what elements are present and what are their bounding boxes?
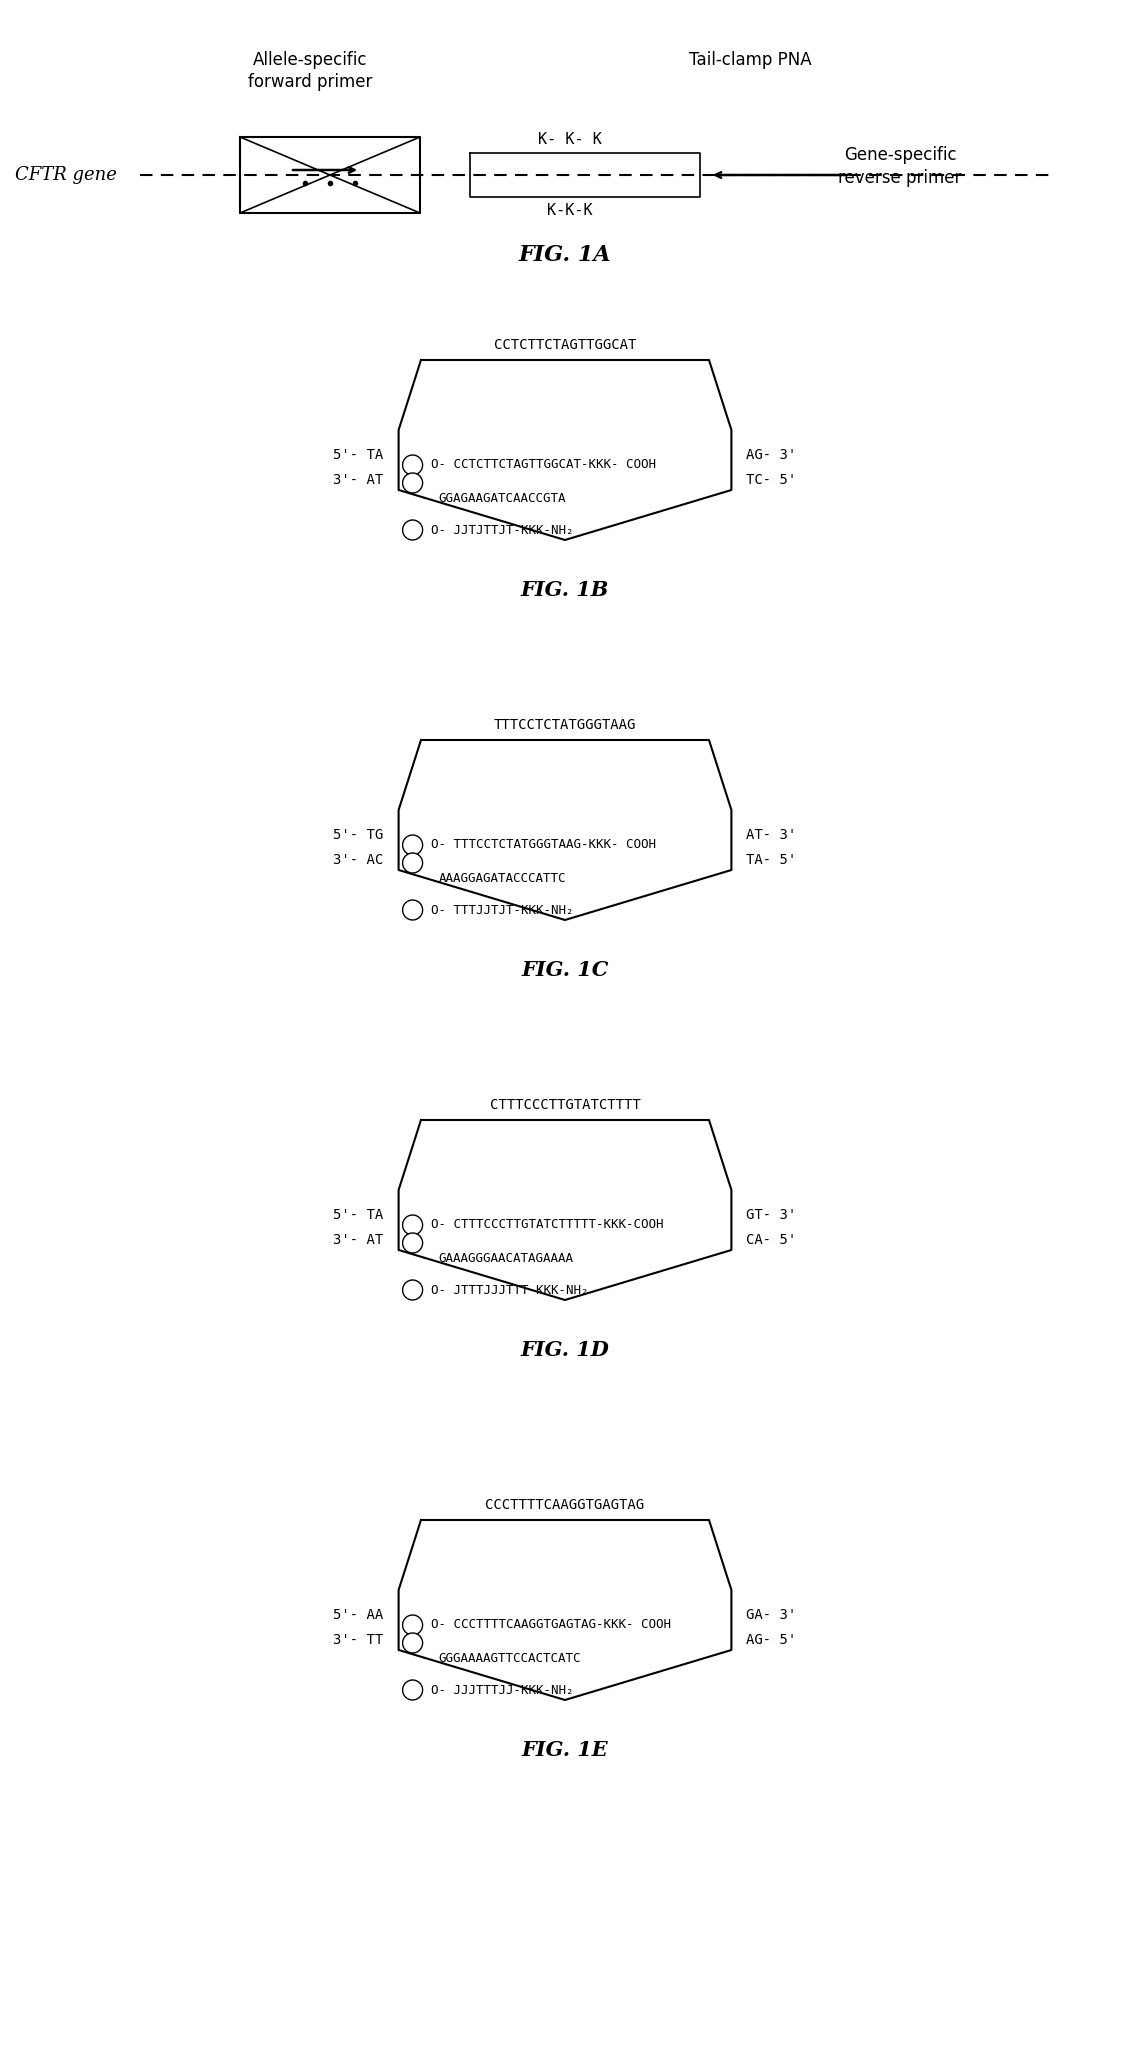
Text: AG- 3': AG- 3' <box>746 448 796 463</box>
Circle shape <box>403 835 423 856</box>
Text: TTTCCTCTATGGGTAAG: TTTCCTCTATGGGTAAG <box>494 718 636 732</box>
Text: AAAGGAGATACCCATTC: AAAGGAGATACCCATTC <box>439 872 567 885</box>
Text: FIG. 1C: FIG. 1C <box>521 961 608 979</box>
Circle shape <box>403 455 423 475</box>
Text: O- TTTJJTJT-KKK-NH₂: O- TTTJJTJT-KKK-NH₂ <box>431 903 573 917</box>
Text: GGGAAAAGTTCCACTCATC: GGGAAAAGTTCCACTCATC <box>439 1652 581 1664</box>
Circle shape <box>403 1633 423 1654</box>
Circle shape <box>403 854 423 872</box>
Circle shape <box>403 1615 423 1635</box>
Text: AT- 3': AT- 3' <box>746 829 796 841</box>
Text: O- TTTCCTCTATGGGTAAG-KKK- COOH: O- TTTCCTCTATGGGTAAG-KKK- COOH <box>431 839 656 852</box>
Text: K-K-K: K-K-K <box>547 204 593 218</box>
Text: 5'- TA: 5'- TA <box>334 448 383 463</box>
Circle shape <box>403 1279 423 1300</box>
Text: FIG. 1D: FIG. 1D <box>520 1339 610 1360</box>
Text: Gene-specific: Gene-specific <box>844 146 957 165</box>
Circle shape <box>403 1232 423 1253</box>
Text: CA- 5': CA- 5' <box>746 1232 796 1247</box>
Text: TC- 5': TC- 5' <box>746 473 796 488</box>
Text: K- K- K: K- K- K <box>538 132 602 146</box>
Text: GT- 3': GT- 3' <box>746 1207 796 1222</box>
Text: O- CCTCTTCTAGTTGGCAT-KKK- COOH: O- CCTCTTCTAGTTGGCAT-KKK- COOH <box>431 459 656 471</box>
Text: forward primer: forward primer <box>248 72 372 91</box>
Text: O- JJTJTTJT-KKK-NH₂: O- JJTJTTJT-KKK-NH₂ <box>431 522 573 537</box>
Text: Tail-clamp PNA: Tail-clamp PNA <box>689 51 811 70</box>
Text: GGAGAAGATCAACCGTA: GGAGAAGATCAACCGTA <box>439 492 567 504</box>
Text: AG- 5': AG- 5' <box>746 1633 796 1648</box>
Text: CFTR gene: CFTR gene <box>15 167 116 183</box>
Text: GAAAGGGAACATAGAAAA: GAAAGGGAACATAGAAAA <box>439 1251 573 1265</box>
Text: O- JJJTTTJJ-KKK-NH₂: O- JJJTTTJJ-KKK-NH₂ <box>431 1683 573 1697</box>
Text: FIG. 1E: FIG. 1E <box>521 1740 608 1761</box>
Text: 3'- AT: 3'- AT <box>334 473 383 488</box>
Circle shape <box>403 1216 423 1234</box>
Text: Allele-specific: Allele-specific <box>252 51 368 70</box>
Circle shape <box>403 901 423 919</box>
Text: 3'- TT: 3'- TT <box>334 1633 383 1648</box>
Text: 5'- TA: 5'- TA <box>334 1207 383 1222</box>
Text: 3'- AT: 3'- AT <box>334 1232 383 1247</box>
Text: reverse primer: reverse primer <box>838 169 961 187</box>
Text: FIG. 1A: FIG. 1A <box>519 245 612 265</box>
Circle shape <box>403 520 423 541</box>
Text: FIG. 1B: FIG. 1B <box>520 580 610 601</box>
Text: CCCTTTTCAAGGTGAGTAG: CCCTTTTCAAGGTGAGTAG <box>485 1497 645 1512</box>
Text: 3'- AC: 3'- AC <box>334 854 383 866</box>
Text: TA- 5': TA- 5' <box>746 854 796 866</box>
Text: CCTCTTCTAGTTGGCAT: CCTCTTCTAGTTGGCAT <box>494 337 636 352</box>
Text: O- CCCTTTTCAAGGTGAGTAG-KKK- COOH: O- CCCTTTTCAAGGTGAGTAG-KKK- COOH <box>431 1619 671 1631</box>
Text: 5'- TG: 5'- TG <box>334 829 383 841</box>
Text: 5'- AA: 5'- AA <box>334 1609 383 1623</box>
Text: O- CTTTCCCTTGTATCTTTTT-KKK-COOH: O- CTTTCCCTTGTATCTTTTT-KKK-COOH <box>431 1218 663 1232</box>
Text: O- JTTTJJJTTT-KKK-NH₂: O- JTTTJJJTTT-KKK-NH₂ <box>431 1284 588 1296</box>
Text: CTTTCCCTTGTATCTTTT: CTTTCCCTTGTATCTTTT <box>490 1098 640 1113</box>
Circle shape <box>403 1681 423 1699</box>
Text: GA- 3': GA- 3' <box>746 1609 796 1623</box>
Circle shape <box>403 473 423 494</box>
